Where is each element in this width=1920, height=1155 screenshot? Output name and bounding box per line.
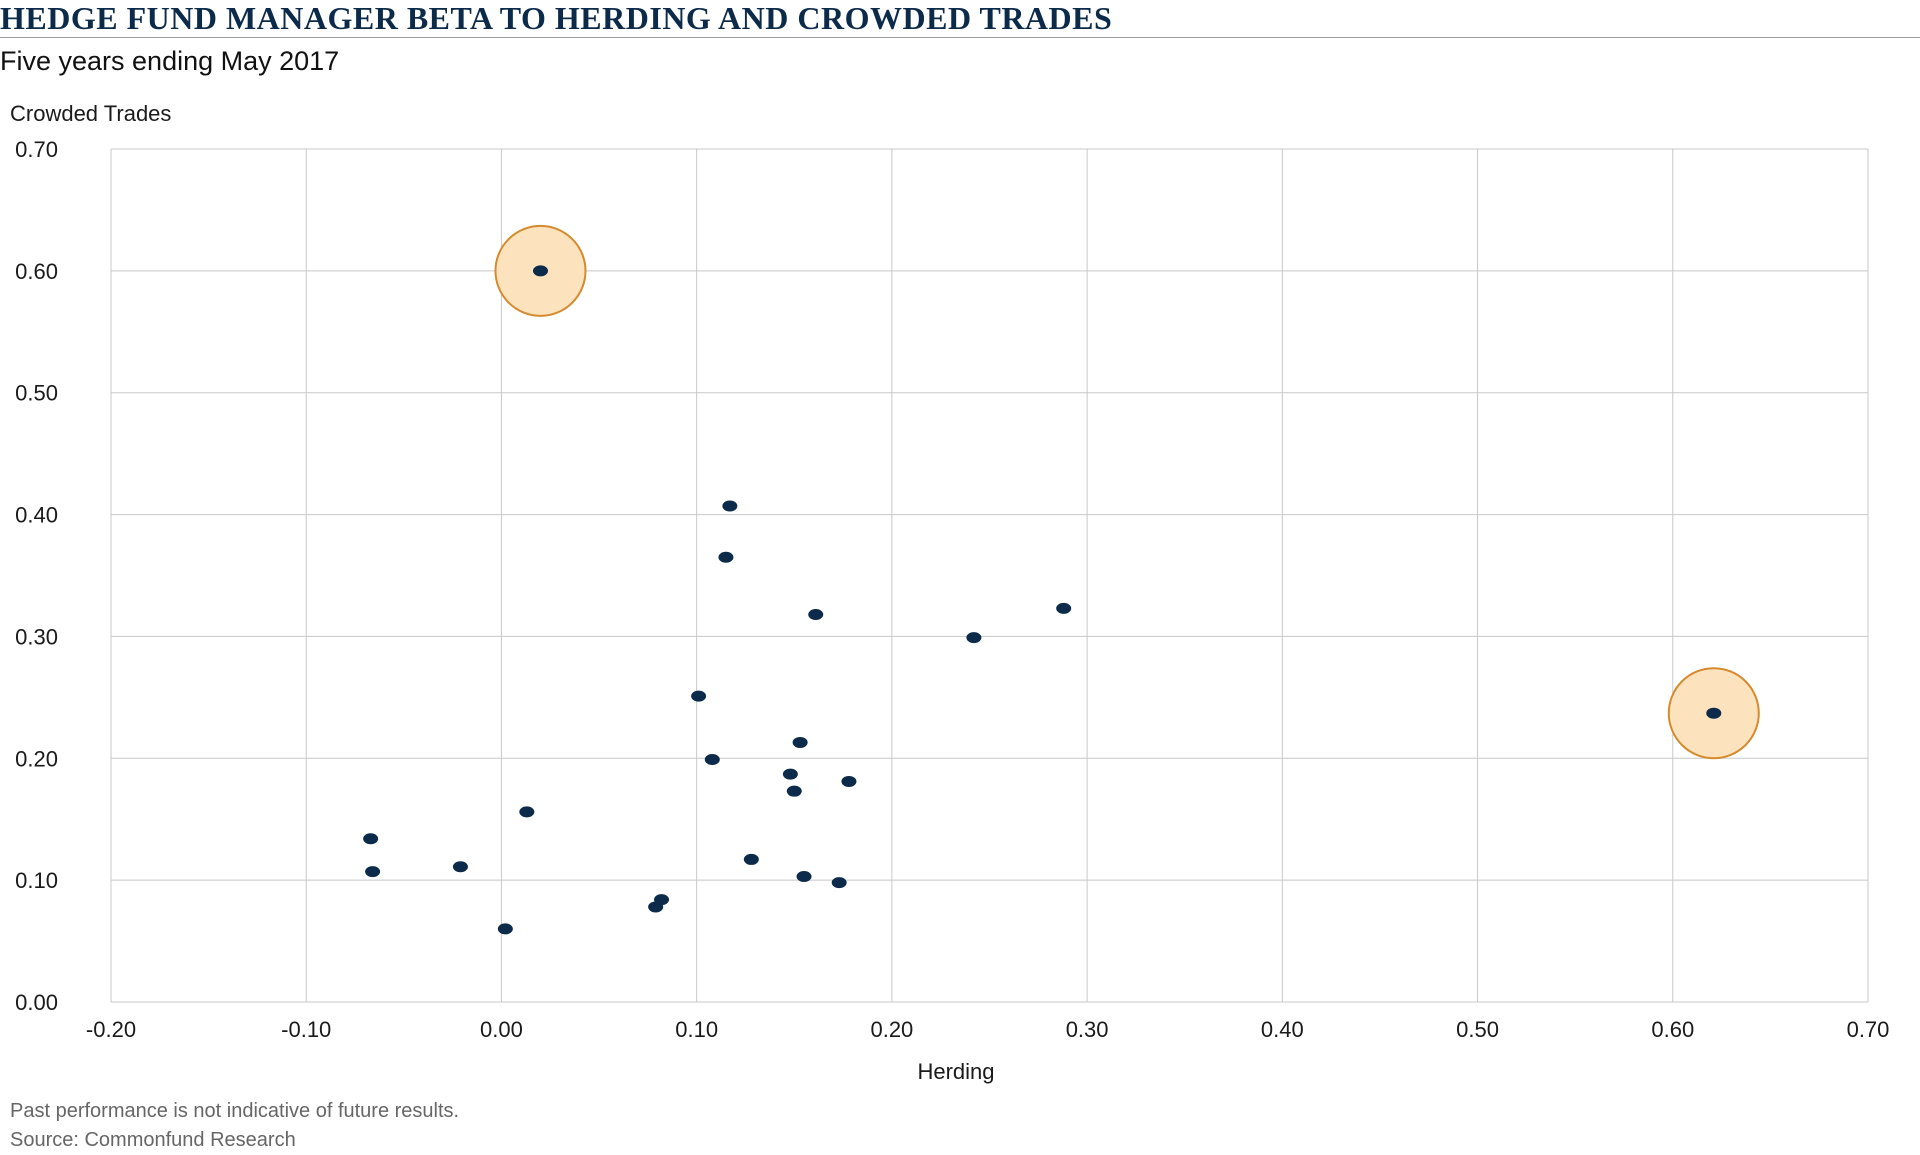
y-tick-label: 0.30 [15,624,58,649]
data-point [808,608,824,620]
data-point [966,632,982,644]
y-axis-label: Crowded Trades [10,101,171,126]
x-tick-label: -0.20 [86,1017,136,1042]
x-tick-label: 0.10 [675,1017,718,1042]
chart-subtitle: Five years ending May 2017 [0,46,340,76]
data-point [363,833,379,845]
data-point [1056,602,1072,614]
data-point [519,806,535,818]
data-point [743,853,759,865]
x-tick-label: 0.70 [1847,1017,1890,1042]
source-note: Source: Commonfund Research [10,1129,296,1151]
x-tick-label: 0.50 [1456,1017,1499,1042]
data-point [782,768,798,780]
y-tick-label: 0.70 [15,137,58,162]
highlight-circles [494,224,1760,760]
x-tick-label: 0.60 [1651,1017,1694,1042]
data-point [786,785,802,797]
data-point [452,861,468,873]
title-divider [0,37,1920,38]
data-point [691,690,707,702]
data-point [648,901,664,913]
data-point [792,736,808,748]
data-point [1706,707,1722,719]
scatter-chart: -0.20 -0.10 0.00 0.10 0.20 0.30 0.40 0.50 0.60 0.… [10,101,1889,1084]
data-point [365,866,381,878]
x-tick-label: 0.40 [1261,1017,1304,1042]
grid-lines [110,148,1869,1003]
data-point [718,551,734,563]
x-tick-label: 0.00 [480,1017,523,1042]
data-points [363,265,1722,935]
data-point [722,500,738,512]
axis-tick-labels: -0.20 -0.10 0.00 0.10 0.20 0.30 0.40 0.50 0.60 0.… [15,137,1889,1042]
chart-title: HEDGE FUND MANAGER BETA TO HERDING AND C… [0,0,1113,36]
y-tick-label: 0.50 [15,381,58,406]
x-axis-label: Herding [917,1059,994,1084]
data-point [831,877,847,889]
y-tick-label: 0.00 [15,990,58,1015]
data-point [497,923,513,935]
y-tick-label: 0.20 [15,746,58,771]
x-tick-label: 0.20 [870,1017,913,1042]
x-tick-label: 0.30 [1066,1017,1109,1042]
y-tick-label: 0.60 [15,259,58,284]
data-point [796,870,812,882]
data-point [532,265,548,277]
y-tick-label: 0.40 [15,503,58,528]
data-point [841,775,857,787]
x-tick-label: -0.10 [281,1017,331,1042]
data-point [704,754,720,766]
y-tick-label: 0.10 [15,868,58,893]
disclaimer-note: Past performance is not indicative of fu… [10,1100,460,1122]
